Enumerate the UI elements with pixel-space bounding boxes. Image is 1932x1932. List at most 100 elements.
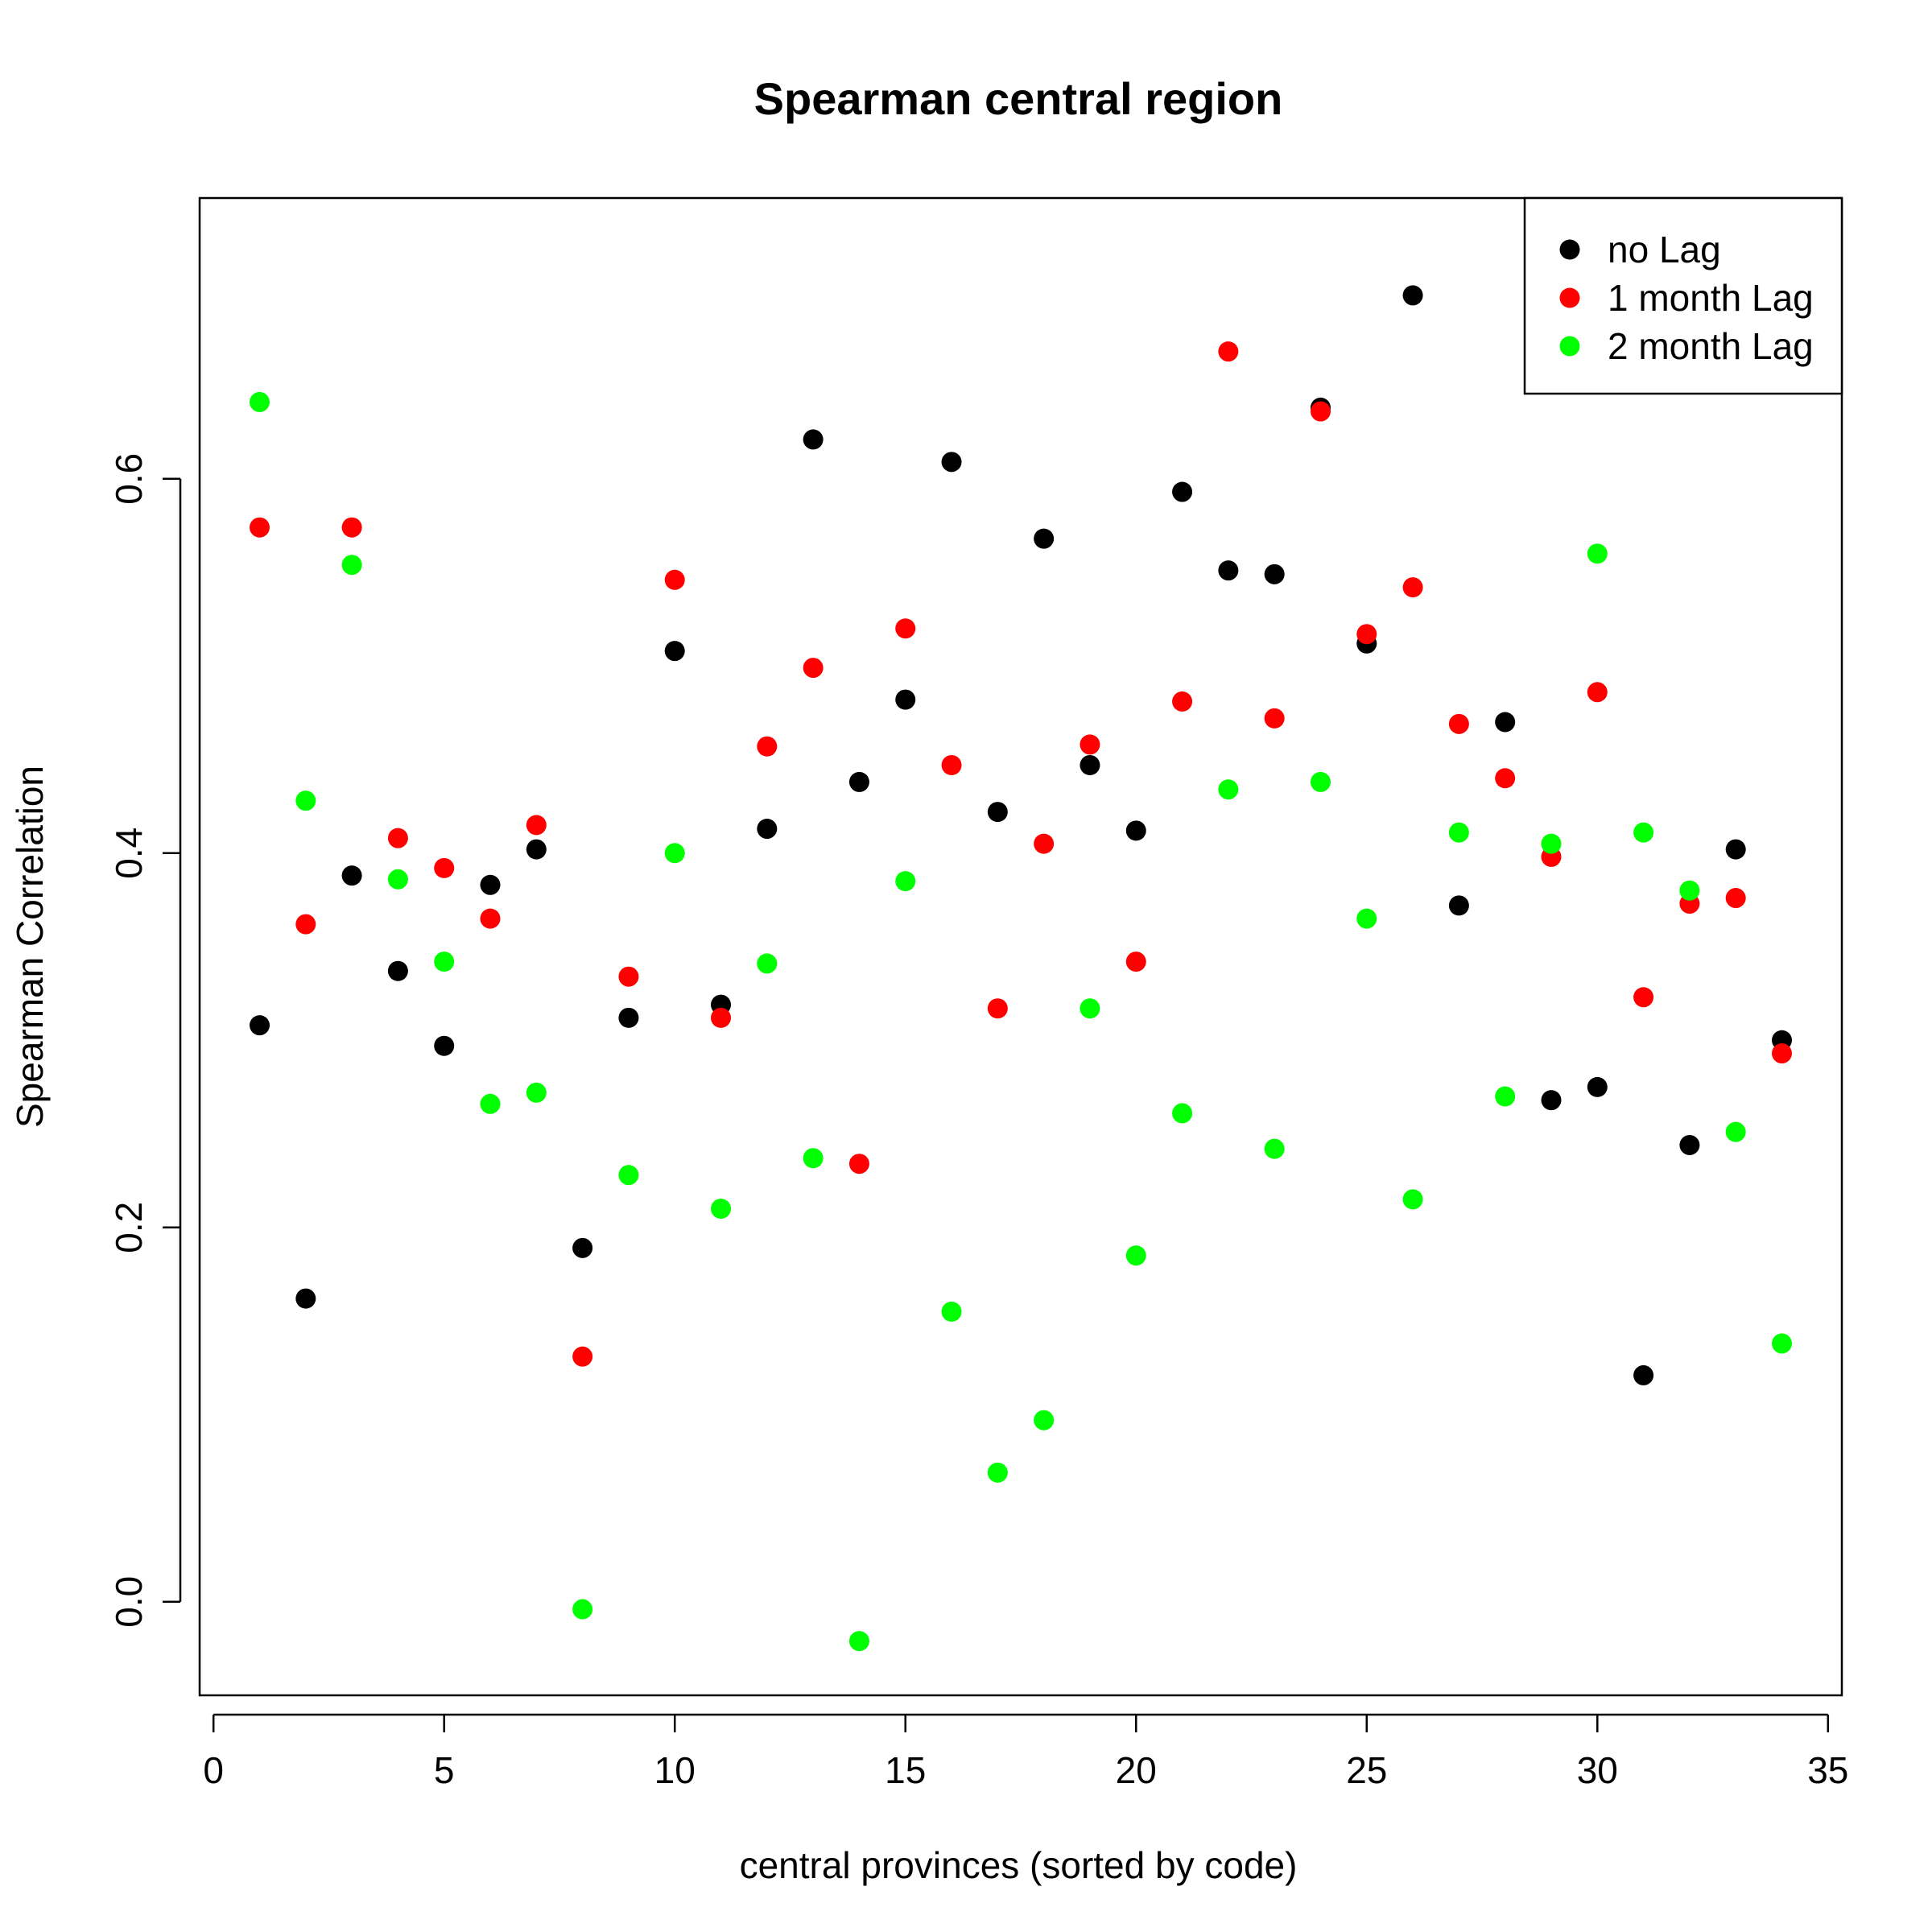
chart-title: Spearman central region	[754, 73, 1283, 124]
point-1-month-lag	[618, 966, 639, 987]
point-1-month-lag	[434, 857, 455, 878]
legend-marker-no-lag	[1559, 239, 1580, 260]
point-2-month-lag	[664, 843, 685, 864]
point-2-month-lag	[618, 1165, 639, 1186]
point-no-lag	[618, 1007, 639, 1028]
point-no-lag	[987, 802, 1008, 823]
point-1-month-lag	[1218, 341, 1239, 362]
point-1-month-lag	[1125, 952, 1146, 972]
point-2-month-lag	[895, 871, 916, 892]
point-1-month-lag	[1034, 833, 1055, 854]
x-axis: 0 5 10 15 20 25 30 35	[203, 1713, 1848, 1791]
point-no-lag	[1633, 1364, 1654, 1385]
x-tick-label: 20	[1116, 1749, 1157, 1791]
point-no-lag	[1080, 754, 1100, 775]
point-1-month-lag	[1772, 1043, 1793, 1064]
point-no-lag	[572, 1237, 593, 1258]
point-no-lag	[1725, 839, 1746, 860]
point-1-month-lag	[1725, 888, 1746, 909]
point-no-lag	[1448, 895, 1469, 916]
y-tick-label: 0.4	[108, 828, 150, 879]
point-no-lag	[757, 819, 778, 840]
point-no-lag	[341, 865, 362, 886]
data-points	[249, 285, 1793, 1652]
point-2-month-lag	[526, 1082, 547, 1103]
point-2-month-lag	[1264, 1138, 1285, 1159]
point-1-month-lag	[1356, 624, 1377, 645]
point-2-month-lag	[1495, 1086, 1516, 1107]
legend-label-no-lag: no Lag	[1608, 229, 1721, 270]
point-1-month-lag	[711, 1007, 732, 1028]
point-no-lag	[895, 689, 916, 710]
point-no-lag	[664, 641, 685, 662]
point-1-month-lag	[757, 736, 778, 757]
y-tick-label: 0.0	[108, 1576, 150, 1628]
x-tick-label: 35	[1807, 1749, 1848, 1791]
point-no-lag	[249, 1015, 270, 1036]
x-tick-label: 30	[1577, 1749, 1618, 1791]
x-tick-label: 5	[434, 1749, 455, 1791]
x-axis-label: central provinces (sorted by code)	[740, 1844, 1298, 1886]
point-1-month-lag	[803, 658, 824, 679]
y-tick-label: 0.2	[108, 1202, 150, 1253]
point-2-month-lag	[1218, 779, 1239, 800]
point-1-month-lag	[295, 914, 316, 935]
point-no-lag	[1587, 1076, 1608, 1097]
point-2-month-lag	[1356, 908, 1377, 929]
point-1-month-lag	[526, 815, 547, 836]
point-no-lag	[1679, 1134, 1700, 1155]
legend-marker-1-month-lag	[1559, 287, 1580, 308]
point-no-lag	[1495, 712, 1516, 733]
point-no-lag	[1034, 528, 1055, 549]
point-2-month-lag	[757, 953, 778, 974]
point-2-month-lag	[1402, 1189, 1423, 1210]
point-no-lag	[295, 1288, 316, 1309]
point-1-month-lag	[1633, 987, 1654, 1008]
point-1-month-lag	[1264, 708, 1285, 729]
point-no-lag	[387, 960, 408, 981]
plot-area-frame	[198, 196, 1843, 1697]
point-2-month-lag	[387, 869, 408, 890]
point-1-month-lag	[1310, 401, 1331, 422]
point-no-lag	[434, 1035, 455, 1056]
point-no-lag	[941, 452, 962, 473]
point-no-lag	[1541, 1090, 1562, 1111]
point-1-month-lag	[1587, 682, 1608, 703]
legend-label-2-month-lag: 2 month Lag	[1608, 325, 1814, 367]
point-1-month-lag	[895, 618, 916, 639]
point-no-lag	[526, 839, 547, 860]
point-2-month-lag	[711, 1199, 732, 1219]
point-1-month-lag	[1448, 713, 1469, 734]
point-2-month-lag	[941, 1301, 962, 1322]
point-2-month-lag	[803, 1148, 824, 1169]
point-1-month-lag	[249, 517, 270, 538]
point-2-month-lag	[341, 555, 362, 576]
point-1-month-lag	[664, 569, 685, 590]
point-no-lag	[1125, 820, 1146, 841]
point-no-lag	[803, 429, 824, 450]
point-1-month-lag	[848, 1154, 869, 1174]
point-2-month-lag	[1679, 880, 1700, 901]
point-no-lag	[848, 771, 869, 792]
point-no-lag	[480, 874, 501, 895]
point-1-month-lag	[987, 998, 1008, 1019]
y-axis-label: Spearman Correlation	[9, 766, 51, 1128]
point-2-month-lag	[1448, 822, 1469, 843]
point-1-month-lag	[1080, 734, 1100, 755]
point-no-lag	[1264, 564, 1285, 584]
x-tick-label: 0	[203, 1749, 224, 1791]
point-2-month-lag	[1125, 1245, 1146, 1266]
point-no-lag	[1218, 560, 1239, 581]
point-2-month-lag	[987, 1462, 1008, 1483]
point-1-month-lag	[1495, 768, 1516, 789]
point-2-month-lag	[848, 1631, 869, 1652]
point-2-month-lag	[480, 1093, 501, 1114]
point-1-month-lag	[572, 1346, 593, 1367]
point-2-month-lag	[572, 1599, 593, 1620]
point-no-lag	[1172, 481, 1193, 502]
point-2-month-lag	[1772, 1333, 1793, 1354]
point-2-month-lag	[1633, 822, 1654, 843]
legend-label-1-month-lag: 1 month Lag	[1608, 277, 1814, 319]
point-1-month-lag	[1172, 691, 1193, 712]
